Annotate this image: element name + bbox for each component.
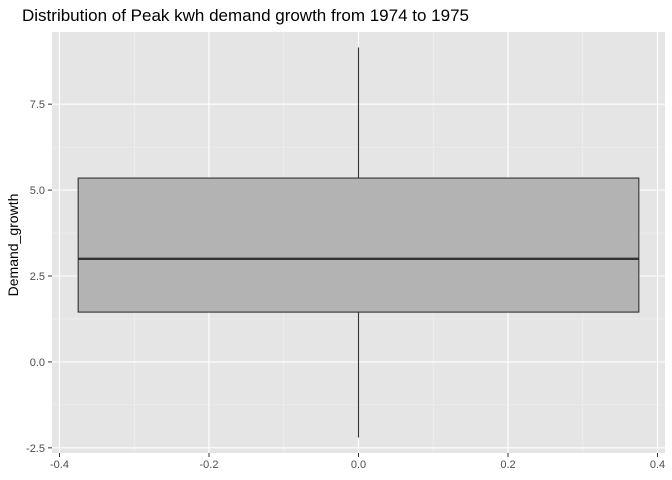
x-tick-label: 0.4 (650, 459, 665, 471)
y-tick-label: 0.0 (30, 357, 45, 369)
box-iqr (77, 177, 640, 313)
x-axis: -0.4 -0.2 0.0 0.2 0.4 (50, 453, 665, 471)
x-tick-label: -0.4 (50, 459, 69, 471)
x-tick-label: -0.2 (200, 459, 219, 471)
y-tick-label: 2.5 (30, 271, 45, 283)
y-tick-label: 7.5 (30, 99, 45, 111)
y-tick-label: -2.5 (26, 443, 45, 455)
plot-panel (52, 32, 665, 453)
x-tick-label: 0.0 (351, 459, 366, 471)
y-axis-label: Demand_growth (5, 194, 21, 297)
y-axis: -2.5 0.0 2.5 5.0 7.5 (26, 99, 52, 455)
chart-title: Distribution of Peak kwh demand growth f… (22, 6, 469, 25)
y-tick-label: 5.0 (30, 185, 45, 197)
x-tick-label: 0.2 (500, 459, 515, 471)
